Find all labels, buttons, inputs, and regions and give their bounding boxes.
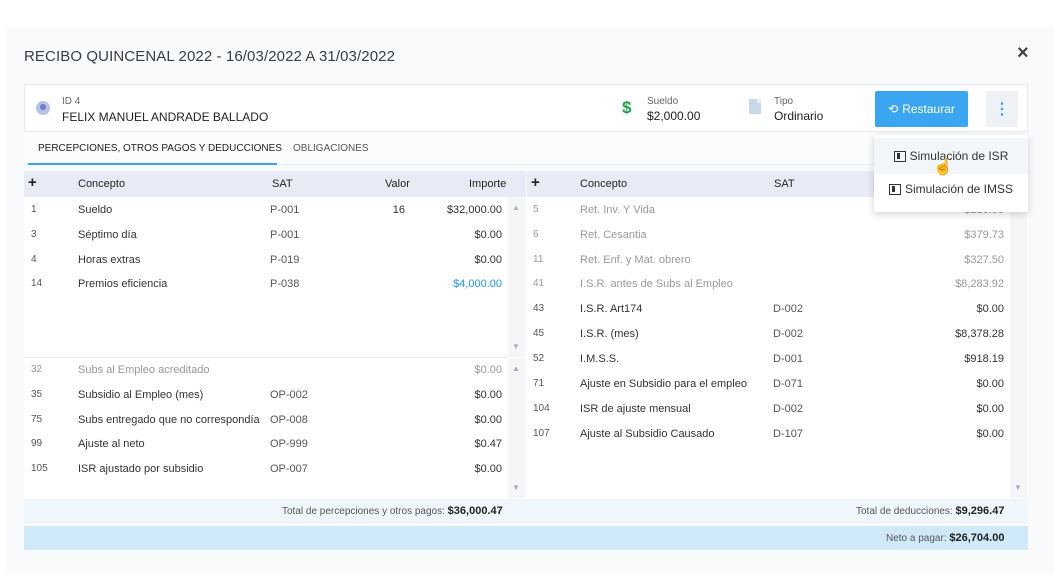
divider xyxy=(24,357,508,358)
more-options-icon[interactable]: ⋮ xyxy=(986,91,1018,127)
header-sat-ded: SAT xyxy=(774,178,795,190)
deducciones-panel xyxy=(527,171,1028,498)
barcode-icon xyxy=(888,183,901,195)
add-deduccion-button[interactable]: + xyxy=(531,174,540,191)
barcode-icon xyxy=(893,150,906,162)
tab-obligaciones[interactable]: OBLIGACIONES xyxy=(293,143,369,154)
tab-bar xyxy=(24,132,1028,165)
percepciones-panel xyxy=(24,171,526,498)
neto-a-pagar: Neto a pagar: $26,704.00 xyxy=(886,532,1005,544)
scroll-down-icon[interactable]: ▼ xyxy=(512,483,520,492)
total-deducciones: Total de deducciones: $9,296.47 xyxy=(856,505,1005,517)
percepciones-header xyxy=(24,171,526,197)
restaurar-button[interactable]: ⟲ Restaurar xyxy=(875,91,968,127)
scrollbar[interactable] xyxy=(508,197,525,357)
document-icon xyxy=(749,99,761,114)
avatar xyxy=(36,101,50,115)
total-percepciones: Total de percepciones y otros pagos: $36… xyxy=(282,505,503,517)
employee-header xyxy=(24,84,1028,132)
close-icon[interactable]: × xyxy=(1017,42,1029,64)
page-title: RECIBO QUINCENAL 2022 - 16/03/2022 A 31/… xyxy=(24,48,396,65)
totals-row xyxy=(24,499,1028,523)
header-concepto: Concepto xyxy=(78,178,126,190)
header-concepto-ded: Concepto xyxy=(580,178,628,190)
tipo-label: Tipo xyxy=(774,96,794,107)
active-tab-indicator xyxy=(28,163,277,165)
scroll-down-icon[interactable]: ▼ xyxy=(512,342,520,351)
menu-item-simulacion-imss[interactable]: Simulación de IMSS xyxy=(874,171,1028,207)
scroll-up-icon[interactable]: ▲ xyxy=(512,364,520,373)
employee-id: ID 4 xyxy=(62,96,81,107)
employee-name: FELIX MANUEL ANDRADE BALLADO xyxy=(62,110,269,124)
sueldo-label: Sueldo xyxy=(647,96,679,107)
scrollbar[interactable] xyxy=(508,358,525,498)
sueldo-value: $2,000.00 xyxy=(647,109,701,123)
header-importe: Importe xyxy=(469,178,507,190)
scroll-down-icon[interactable]: ▼ xyxy=(1014,483,1022,492)
tab-percepciones[interactable]: PERCEPCIONES, OTROS PAGOS Y DEDUCCIONES xyxy=(38,143,282,154)
header-valor: Valor xyxy=(385,178,410,190)
neto-row xyxy=(24,526,1028,550)
add-percepcion-button[interactable]: + xyxy=(28,174,37,191)
dollar-icon: $ xyxy=(622,98,632,117)
restaurar-label: Restaurar xyxy=(902,102,955,116)
scrollbar[interactable] xyxy=(1010,171,1027,498)
restore-icon: ⟲ xyxy=(888,102,899,116)
menu-item-simulacion-isr[interactable]: Simulación de ISR xyxy=(874,138,1028,174)
scroll-up-icon[interactable]: ▲ xyxy=(512,203,520,212)
hand-cursor-icon: ☝ xyxy=(933,159,953,176)
header-sat: SAT xyxy=(272,178,293,190)
tipo-value: Ordinario xyxy=(774,109,824,123)
